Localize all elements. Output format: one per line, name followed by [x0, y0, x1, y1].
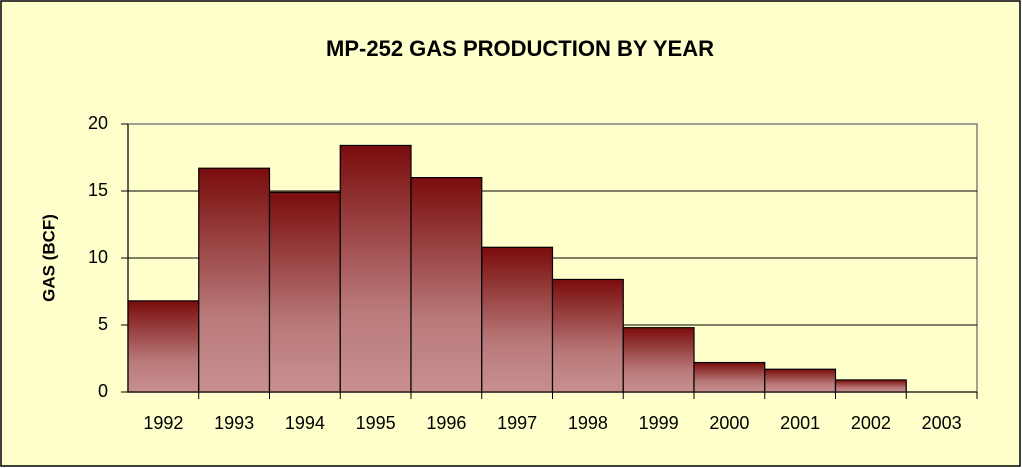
- x-tick-label: 1999: [639, 413, 679, 433]
- bar: [410, 177, 483, 393]
- bar: [764, 368, 837, 393]
- y-axis-label: GAS (BCF): [39, 214, 58, 302]
- y-tick-label: 0: [98, 381, 108, 401]
- x-tick-label: 2001: [780, 413, 820, 433]
- bar: [268, 191, 341, 393]
- x-tick-label: 1995: [356, 413, 396, 433]
- y-tick-label: 20: [88, 113, 108, 133]
- chart-title: MP-252 GAS PRODUCTION BY YEAR: [326, 36, 714, 61]
- bar: [339, 144, 412, 393]
- x-tick-label: 1994: [285, 413, 325, 433]
- x-tick-label: 1993: [214, 413, 254, 433]
- x-tick-label: 2000: [709, 413, 749, 433]
- bar: [693, 361, 766, 393]
- bar: [127, 300, 200, 393]
- bar: [481, 246, 554, 393]
- bar: [551, 278, 624, 393]
- x-tick-label: 1996: [426, 413, 466, 433]
- bar: [198, 167, 271, 393]
- bar: [834, 379, 907, 393]
- x-tick-label: 1998: [568, 413, 608, 433]
- x-tick-label: 2003: [922, 413, 962, 433]
- x-tick-label: 1997: [497, 413, 537, 433]
- y-tick-label: 5: [98, 314, 108, 334]
- y-tick-label: 15: [88, 180, 108, 200]
- x-tick-label: 1992: [143, 413, 183, 433]
- x-tick-label: 2002: [851, 413, 891, 433]
- y-tick-label: 10: [88, 247, 108, 267]
- bar: [622, 327, 695, 393]
